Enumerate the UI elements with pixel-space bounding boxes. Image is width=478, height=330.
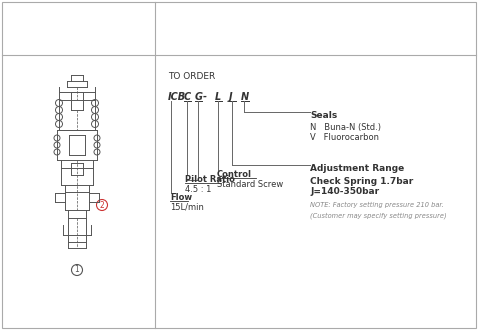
Text: Standard Screw: Standard Screw bbox=[217, 180, 283, 189]
Text: -: - bbox=[203, 92, 207, 102]
Text: N: N bbox=[241, 92, 249, 102]
Text: Check Spring 1.7bar: Check Spring 1.7bar bbox=[310, 177, 413, 186]
Text: 4.5 : 1: 4.5 : 1 bbox=[185, 185, 211, 194]
Text: 2: 2 bbox=[99, 201, 104, 210]
Text: Adjustment Range: Adjustment Range bbox=[310, 164, 404, 173]
Text: 15L/min: 15L/min bbox=[170, 203, 204, 212]
Text: (Customer may specify setting pressure): (Customer may specify setting pressure) bbox=[310, 212, 446, 218]
Text: C: C bbox=[184, 92, 191, 102]
Text: NOTE: Factory setting pressure 210 bar.: NOTE: Factory setting pressure 210 bar. bbox=[310, 202, 444, 208]
Text: Control: Control bbox=[217, 170, 252, 179]
Text: L: L bbox=[215, 92, 221, 102]
Text: J: J bbox=[229, 92, 233, 102]
Text: 1: 1 bbox=[75, 266, 79, 275]
Text: V   Fluorocarbon: V Fluorocarbon bbox=[310, 133, 379, 142]
Text: Pilot Ratio: Pilot Ratio bbox=[185, 175, 235, 184]
Text: J=140-350bar: J=140-350bar bbox=[310, 187, 379, 196]
Text: ICB: ICB bbox=[168, 92, 186, 102]
Text: TO ORDER: TO ORDER bbox=[168, 72, 215, 81]
Text: G: G bbox=[195, 92, 203, 102]
Text: Flow: Flow bbox=[170, 193, 192, 202]
Text: N   Buna-N (Std.): N Buna-N (Std.) bbox=[310, 123, 381, 132]
Text: Seals: Seals bbox=[310, 111, 337, 120]
